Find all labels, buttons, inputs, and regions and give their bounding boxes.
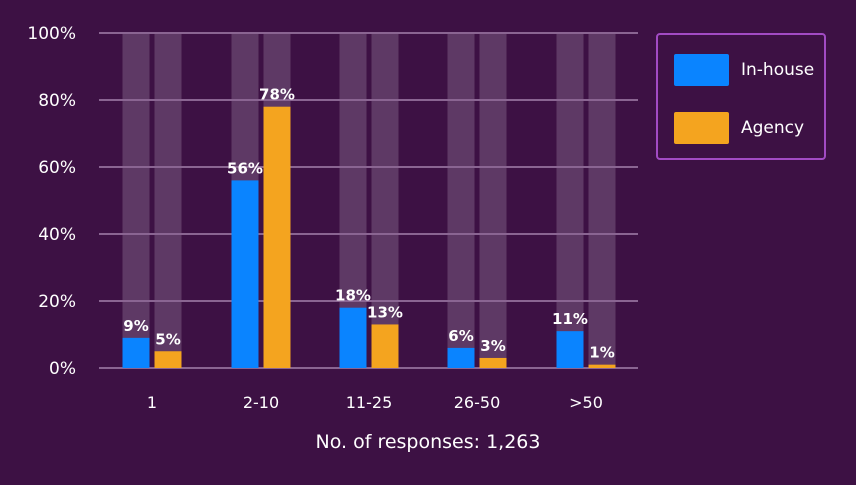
x-axis-tick-labels: 1 2-10 11-25 26-50 >50: [147, 393, 603, 412]
x-tick-label-11-25: 11-25: [346, 393, 393, 412]
column-shade-50-in-house: [556, 33, 584, 368]
bar-agency-1: [154, 351, 182, 368]
bar-in-house-1: [122, 337, 150, 368]
bar-agency-2-10: [263, 106, 291, 368]
legend-item-in-house: In-house: [674, 54, 814, 86]
data-label-in-house-50: 11%: [552, 310, 588, 328]
y-tick-label-60: 60%: [38, 158, 76, 178]
column-shade-26-50-in-house: [447, 33, 475, 368]
column-shade-1-in-house: [122, 33, 150, 368]
x-tick-label-26-50: 26-50: [454, 393, 501, 412]
data-label-in-house-1: 9%: [123, 317, 148, 335]
bars: [122, 106, 616, 368]
data-label-agency-1: 5%: [155, 330, 180, 348]
y-tick-label-40: 40%: [38, 225, 76, 245]
bar-agency-26-50: [479, 357, 507, 368]
data-label-agency-50: 1%: [589, 344, 614, 362]
data-label-in-house-11-25: 18%: [335, 287, 371, 305]
column-shade-26-50-agency: [479, 33, 507, 368]
legend-swatch-agency: [674, 112, 729, 144]
legend: In-house Agency: [656, 33, 826, 160]
bar-in-house-2-10: [231, 180, 259, 368]
y-axis-tick-labels: 0% 20% 40% 60% 80% 100%: [27, 24, 76, 379]
data-label-agency-11-25: 13%: [367, 303, 403, 321]
gridlines: [99, 32, 638, 369]
legend-label-agency: Agency: [741, 118, 805, 138]
column-shade-1-agency: [154, 33, 182, 368]
data-label-agency-26-50: 3%: [480, 337, 505, 355]
data-label-in-house-26-50: 6%: [448, 327, 473, 345]
x-tick-label-2-10: 2-10: [243, 393, 279, 412]
column-shade-11-25-agency: [371, 33, 399, 368]
bar-agency-50: [588, 364, 616, 368]
column-shade-50-agency: [588, 33, 616, 368]
data-labels: 9% 5% 56% 78% 18%13% 6% 3% 11%1%: [123, 86, 614, 362]
y-tick-label-0: 0%: [49, 359, 76, 379]
data-label-in-house-2-10: 56%: [227, 159, 263, 177]
x-tick-label-1: 1: [147, 393, 157, 412]
x-tick-label-50: >50: [569, 393, 603, 412]
y-tick-label-20: 20%: [38, 292, 76, 312]
legend-label-in-house: In-house: [741, 60, 815, 80]
bar-in-house-11-25: [339, 307, 367, 368]
data-label-agency-2-10: 78%: [259, 86, 295, 104]
legend-swatch-in-house: [674, 54, 729, 86]
bar-agency-11-25: [371, 324, 399, 368]
y-tick-label-80: 80%: [38, 91, 76, 111]
y-tick-label-100: 100%: [27, 24, 76, 44]
responses-footnote: No. of responses: 1,263: [315, 431, 541, 453]
bar-in-house-26-50: [447, 347, 475, 368]
bar-in-house-50: [556, 331, 584, 368]
legend-item-agency: Agency: [674, 112, 804, 144]
